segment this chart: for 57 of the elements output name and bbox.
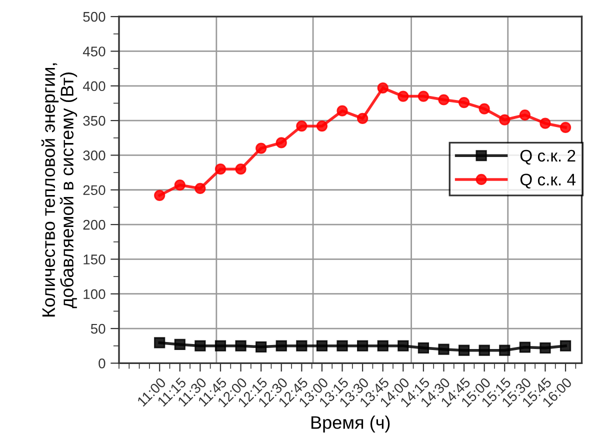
point [194, 182, 206, 194]
y-tick-label: 0 [98, 358, 106, 368]
y-tick-label: 50 [90, 324, 106, 334]
point [256, 142, 267, 154]
point [214, 164, 226, 175]
point [296, 120, 308, 132]
point [418, 342, 430, 354]
y-tick-label: 100 [84, 289, 106, 300]
point [276, 340, 287, 352]
y-tick-label: 350 [83, 116, 106, 126]
x-axis-title: Время (ч) [311, 416, 390, 432]
point [336, 105, 348, 116]
legend-label: Q с.к. 4 [520, 174, 576, 188]
legend-label: Q с.к. 2 [520, 150, 576, 165]
point [256, 341, 267, 352]
point [357, 340, 368, 352]
point [194, 340, 206, 352]
point [336, 340, 348, 352]
point [296, 340, 308, 352]
point [377, 82, 388, 94]
point [499, 114, 510, 126]
point [377, 340, 388, 352]
point [499, 344, 510, 356]
y-tick-label: 250 [83, 185, 106, 196]
point [174, 179, 186, 191]
point [276, 137, 287, 148]
point [458, 344, 470, 356]
y-tick-label: 200 [83, 220, 106, 230]
point [316, 340, 328, 352]
y-tick-label: 500 [83, 12, 106, 22]
point [316, 120, 328, 132]
y-tick-label: 150 [84, 254, 106, 264]
point [478, 103, 490, 114]
point [540, 342, 551, 354]
point [519, 109, 530, 121]
point [458, 96, 470, 108]
point [540, 118, 551, 129]
y-tick-label: 400 [82, 81, 106, 92]
point [154, 337, 166, 348]
point [478, 344, 490, 356]
y-tick-label: 450 [82, 46, 106, 56]
point [357, 112, 368, 124]
point [438, 344, 450, 355]
point [154, 190, 166, 201]
point [418, 90, 430, 102]
point [235, 164, 246, 175]
y-axis-title: Количество тепловой энергии, добавляемой в систему (Вт) [41, 63, 78, 316]
point [235, 340, 246, 352]
point [398, 90, 409, 102]
y-tick-label: 300 [83, 150, 106, 160]
point [560, 340, 572, 352]
point [438, 94, 450, 106]
point [560, 122, 572, 134]
point [214, 340, 226, 352]
point [398, 340, 409, 352]
point [519, 342, 530, 353]
point [174, 338, 186, 350]
